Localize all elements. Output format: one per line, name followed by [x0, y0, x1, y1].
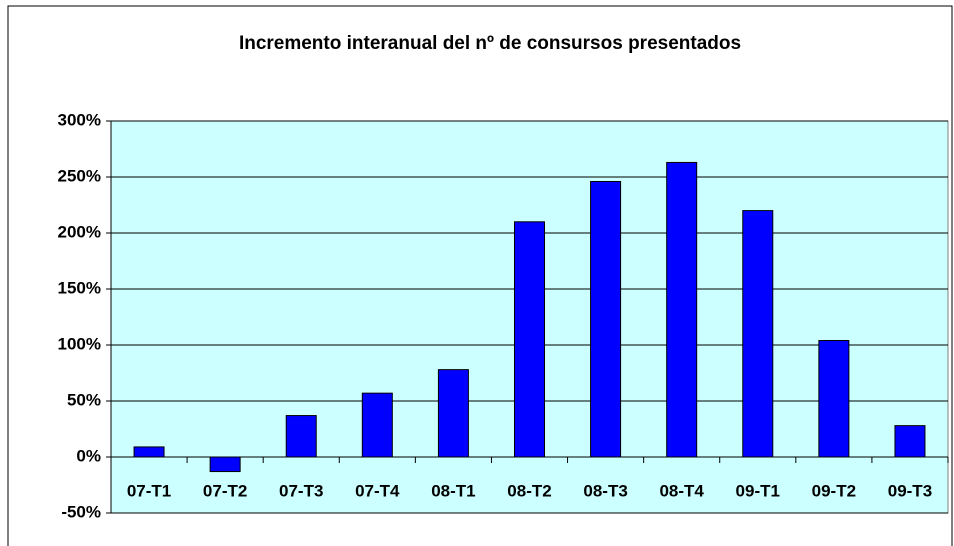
bar — [209, 456, 241, 473]
x-tick-label: 08-T1 — [431, 481, 475, 500]
y-tick-label: 50% — [67, 390, 101, 409]
bar — [361, 392, 393, 458]
x-tick-label: 08-T4 — [659, 481, 704, 500]
x-tick-label: 07-T2 — [203, 481, 247, 500]
y-tick-label: 100% — [58, 334, 101, 353]
y-tick-label: -50% — [61, 502, 101, 521]
y-tick-label: 150% — [58, 278, 101, 297]
x-tick-label: 09-T1 — [736, 481, 780, 500]
x-tick-label: 07-T4 — [355, 481, 400, 500]
bar — [133, 446, 165, 458]
y-tick-label: 250% — [58, 166, 101, 185]
y-tick-label: 0% — [76, 446, 101, 465]
x-tick-label: 07-T1 — [127, 481, 171, 500]
x-tick-label: 09-T2 — [812, 481, 856, 500]
bar — [666, 161, 698, 458]
x-tick-label: 08-T2 — [507, 481, 551, 500]
bar — [818, 340, 850, 458]
chart-title: Incremento interanual del nº de consurso… — [239, 33, 741, 54]
y-tick-label: 300% — [58, 110, 101, 129]
bar — [437, 369, 469, 458]
bar — [894, 425, 926, 458]
bar — [285, 415, 317, 458]
bar — [742, 210, 774, 458]
x-tick-label: 08-T3 — [583, 481, 627, 500]
y-tick-label: 200% — [58, 222, 101, 241]
bar — [590, 180, 622, 458]
bar — [514, 221, 545, 458]
x-tick-label: 09-T3 — [888, 481, 932, 500]
x-tick-label: 07-T3 — [279, 481, 323, 500]
